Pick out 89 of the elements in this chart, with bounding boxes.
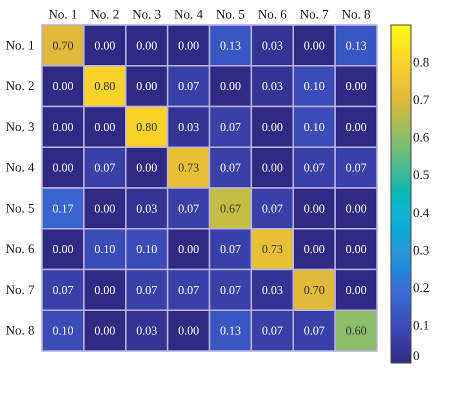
data-label: 0.00 [304, 201, 325, 216]
data-label: 0.00 [94, 324, 116, 338]
data-label: 0.10 [136, 242, 158, 256]
data-label: 0.00 [346, 201, 367, 216]
color-bar-label: 0 [413, 348, 420, 363]
color-bar-label: 0.4 [413, 204, 430, 220]
color-bar-label: 0.2 [413, 280, 430, 295]
x-tick-label: No. 8 [342, 6, 371, 22]
data-label: 0.00 [52, 79, 74, 94]
data-label: 0.07 [304, 324, 325, 338]
data-label: 0.07 [346, 160, 367, 175]
data-label: 0.70 [304, 282, 325, 297]
color-bar-label: 0.7 [413, 92, 430, 108]
y-tick-label: No. 6 [6, 241, 35, 256]
x-tick-label: No. 5 [216, 6, 245, 22]
data-label: 0.00 [178, 242, 200, 256]
y-tick-label: No. 3 [6, 118, 34, 134]
data-label: 0.07 [178, 201, 200, 216]
data-label: 0.03 [136, 201, 158, 216]
x-tick-label: No. 6 [258, 6, 288, 22]
data-label: 0.00 [94, 38, 116, 52]
y-tick-label: No. 8 [6, 322, 34, 338]
y-tick-label: No. 7 [6, 282, 35, 297]
data-label: 0.07 [304, 160, 325, 175]
data-label: 0.00 [136, 38, 158, 52]
x-tick-label: No. 7 [300, 6, 330, 22]
data-label: 0.13 [220, 38, 241, 52]
data-label: 0.10 [304, 79, 325, 94]
x-tick-label: No. 2 [90, 6, 120, 22]
data-label: 0.00 [346, 242, 367, 256]
data-label: 0.07 [178, 282, 200, 297]
data-label: 0.07 [262, 201, 283, 216]
y-tick-label: No. 1 [6, 37, 34, 52]
data-label: 0.00 [346, 282, 367, 297]
data-label: 0.03 [262, 79, 283, 94]
data-label: 0.73 [178, 160, 200, 175]
data-label: 0.00 [52, 120, 74, 134]
data-label: 0.00 [304, 242, 325, 256]
data-label: 0.00 [346, 79, 367, 94]
y-tick-label: No. 5 [6, 200, 34, 216]
data-label: 0.03 [178, 120, 200, 134]
data-label: 0.10 [304, 120, 325, 134]
data-label: 0.60 [346, 324, 367, 338]
x-tick-label: No. 1 [48, 6, 78, 22]
data-label: 0.00 [220, 79, 241, 94]
y-tick-label: No. 4 [6, 160, 35, 175]
data-label: 0.73 [262, 242, 283, 256]
data-label: 0.07 [136, 282, 158, 297]
data-label: 0.17 [52, 201, 74, 216]
data-label: 0.00 [94, 201, 116, 216]
data-label: 0.03 [136, 324, 158, 338]
data-label: 0.07 [220, 242, 241, 256]
data-label: 0.00 [94, 282, 116, 297]
data-label: 0.07 [220, 160, 241, 175]
data-label: 0.70 [52, 38, 74, 52]
data-label: 0.13 [220, 324, 241, 338]
data-label: 0.00 [94, 120, 116, 134]
data-label: 0.07 [94, 160, 116, 175]
x-tick-label: No. 3 [132, 6, 162, 22]
data-label: 0.00 [136, 79, 158, 94]
data-label: 0.00 [178, 324, 200, 338]
data-label: 0.00 [136, 160, 158, 175]
data-label: 0.10 [94, 242, 116, 256]
data-label: 0.00 [52, 160, 74, 175]
data-label: 0.03 [262, 282, 283, 297]
data-label: 0.67 [220, 201, 241, 216]
color-bar-label: 0.5 [413, 167, 430, 182]
y-tick-label: No. 2 [6, 78, 34, 94]
data-label: 0.00 [262, 120, 283, 134]
data-label: 0.00 [178, 38, 200, 52]
data-label: 0.80 [94, 79, 116, 94]
color-bar-label: 0.3 [413, 242, 430, 258]
color-bar-label: 0.1 [413, 317, 430, 332]
data-label: 0.07 [262, 324, 283, 338]
x-tick-label: No. 4 [174, 6, 204, 22]
color-bar-label: 0.6 [413, 130, 430, 145]
data-label: 0.07 [52, 282, 74, 297]
data-label: 0.00 [52, 242, 74, 256]
data-label: 0.00 [346, 120, 367, 134]
data-label: 0.07 [178, 79, 200, 94]
data-label: 0.80 [136, 120, 158, 134]
data-label: 0.03 [262, 38, 283, 52]
data-label: 0.07 [220, 282, 241, 297]
data-label: 0.00 [262, 160, 283, 175]
color-bar-label: 0.8 [413, 54, 430, 70]
data-label: 0.13 [346, 38, 367, 52]
data-label: 0.07 [220, 120, 241, 134]
data-label: 0.10 [52, 324, 74, 338]
data-label: 0.00 [304, 38, 325, 52]
